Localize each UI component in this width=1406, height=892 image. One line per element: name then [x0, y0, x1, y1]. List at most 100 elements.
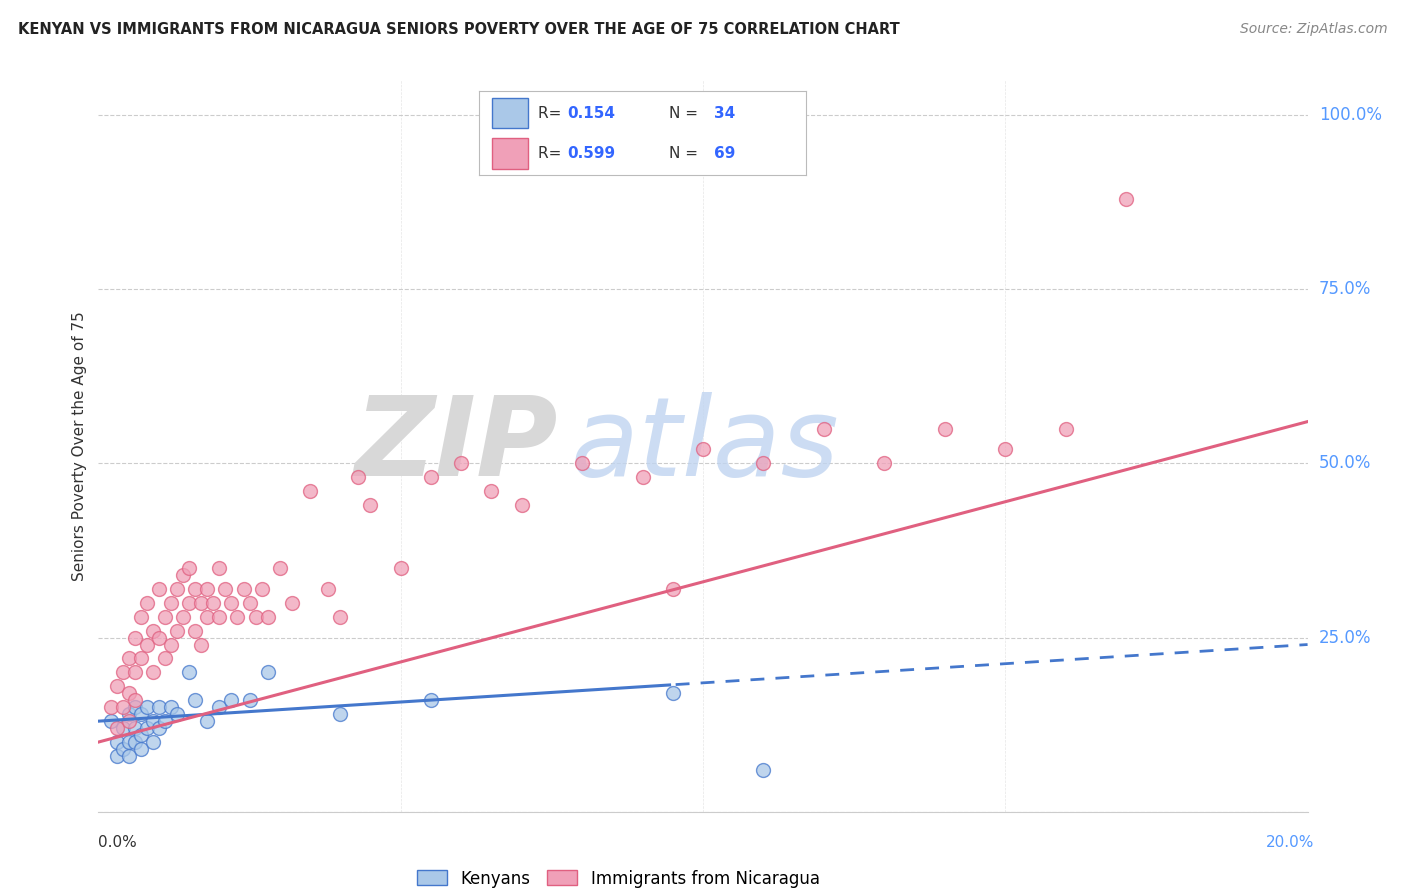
Point: [135, 721, 157, 735]
Point: [190, 596, 212, 610]
Point: [245, 609, 267, 624]
Point: [118, 707, 141, 722]
Point: [124, 735, 146, 749]
Point: [661, 582, 683, 596]
Point: [190, 638, 212, 652]
Point: [160, 700, 183, 714]
Point: [214, 582, 236, 596]
Point: [184, 582, 207, 596]
Y-axis label: Seniors Poverty Over the Age of 75: Seniors Poverty Over the Age of 75: [72, 311, 87, 581]
Point: [281, 596, 304, 610]
Point: [118, 749, 141, 764]
Point: [208, 561, 231, 575]
Point: [135, 638, 157, 652]
Point: [221, 596, 243, 610]
Point: [105, 721, 128, 735]
Legend: Kenyans, Immigrants from Nicaragua: Kenyans, Immigrants from Nicaragua: [418, 870, 820, 888]
Point: [631, 470, 654, 484]
Text: KENYAN VS IMMIGRANTS FROM NICARAGUA SENIORS POVERTY OVER THE AGE OF 75 CORRELATI: KENYAN VS IMMIGRANTS FROM NICARAGUA SENI…: [18, 22, 900, 37]
Point: [148, 700, 170, 714]
Point: [1115, 192, 1137, 206]
Point: [142, 665, 165, 680]
Point: [129, 742, 152, 756]
Point: [661, 686, 683, 700]
Point: [239, 693, 262, 707]
Point: [166, 582, 188, 596]
Point: [160, 638, 183, 652]
Point: [1054, 421, 1077, 435]
Point: [118, 714, 141, 728]
Point: [148, 631, 170, 645]
Point: [142, 714, 165, 728]
Point: [124, 693, 146, 707]
Point: [419, 470, 441, 484]
Text: atlas: atlas: [569, 392, 838, 500]
Point: [105, 679, 128, 693]
Point: [208, 609, 231, 624]
Point: [329, 707, 352, 722]
Point: [177, 665, 201, 680]
Point: [135, 700, 157, 714]
Point: [129, 609, 152, 624]
Point: [177, 596, 201, 610]
Point: [269, 561, 291, 575]
Point: [166, 624, 188, 638]
Point: [111, 742, 134, 756]
Point: [105, 749, 128, 764]
Point: [256, 665, 278, 680]
Point: [256, 609, 278, 624]
Point: [360, 498, 382, 512]
Point: [105, 735, 128, 749]
Point: [347, 470, 370, 484]
Point: [148, 721, 170, 735]
Point: [316, 582, 339, 596]
Point: [124, 721, 146, 735]
Point: [994, 442, 1017, 457]
Point: [752, 763, 775, 777]
Point: [184, 693, 207, 707]
Point: [148, 582, 170, 596]
Text: 20.0%: 20.0%: [1267, 836, 1315, 850]
Point: [221, 693, 243, 707]
Point: [299, 484, 322, 499]
Point: [111, 721, 134, 735]
Text: 75.0%: 75.0%: [1319, 280, 1371, 298]
Point: [195, 714, 218, 728]
Point: [232, 582, 254, 596]
Point: [692, 442, 714, 457]
Point: [124, 631, 146, 645]
Point: [129, 728, 152, 742]
Point: [481, 484, 503, 499]
Point: [129, 707, 152, 722]
Point: [111, 665, 134, 680]
Point: [172, 609, 194, 624]
Point: [389, 561, 412, 575]
Point: [111, 700, 134, 714]
Point: [510, 498, 533, 512]
Point: [813, 421, 835, 435]
Point: [142, 624, 165, 638]
Point: [160, 596, 183, 610]
Point: [752, 457, 775, 471]
Point: [226, 609, 249, 624]
Point: [124, 665, 146, 680]
Point: [202, 596, 225, 610]
Point: [118, 651, 141, 665]
Point: [100, 714, 122, 728]
Point: [142, 735, 165, 749]
Point: [153, 651, 176, 665]
Point: [184, 624, 207, 638]
Point: [873, 457, 896, 471]
Text: 0.0%: 0.0%: [98, 836, 138, 850]
Text: 100.0%: 100.0%: [1319, 106, 1382, 124]
Text: 50.0%: 50.0%: [1319, 454, 1371, 473]
Point: [571, 457, 593, 471]
Point: [166, 707, 188, 722]
Point: [100, 700, 122, 714]
Point: [124, 700, 146, 714]
Point: [195, 609, 218, 624]
Point: [135, 596, 157, 610]
Point: [172, 567, 194, 582]
Point: [419, 693, 441, 707]
Point: [153, 609, 176, 624]
